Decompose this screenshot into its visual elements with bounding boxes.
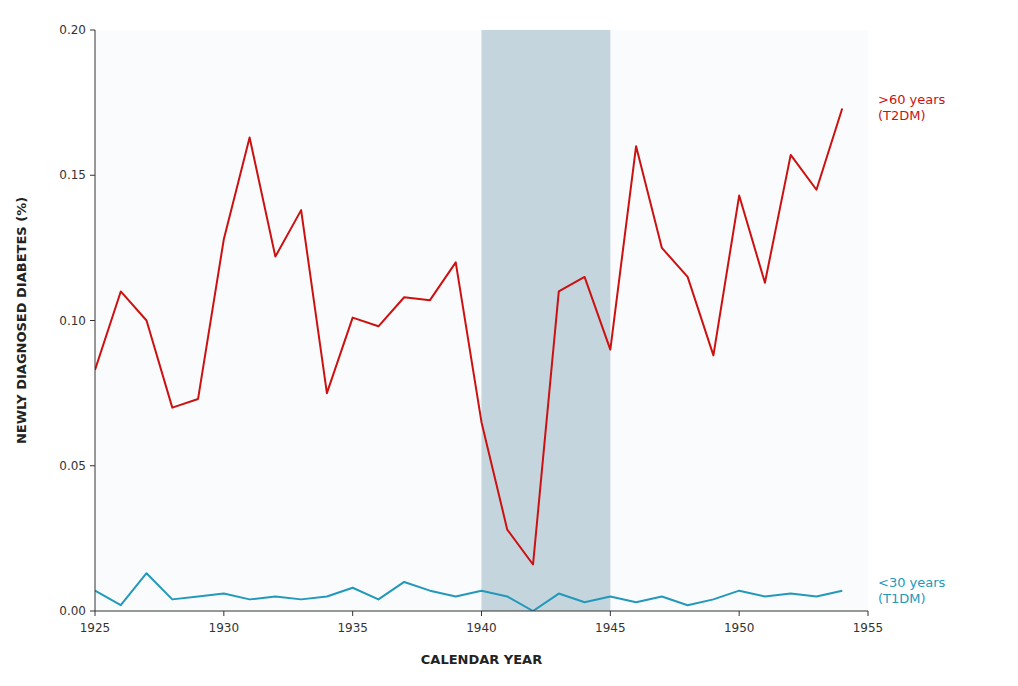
y-tick — [90, 320, 95, 321]
x-tick — [481, 611, 482, 616]
y-tick — [90, 175, 95, 176]
x-tick-label: 1930 — [209, 621, 240, 635]
plot-group — [95, 30, 842, 611]
y-tick — [90, 611, 95, 612]
y-axis-label: NEWLY DIAGNOSED DIABETES (%) — [14, 197, 29, 444]
x-tick — [868, 611, 869, 616]
y-tick-label: 0.00 — [59, 604, 86, 618]
axes: 1925 1930 1935 1940 1945 1950 1955 0.00 0.05 0.10… — [59, 23, 883, 635]
annotation-line: (T2DM) — [878, 108, 926, 123]
x-tick-label: 1950 — [724, 621, 755, 635]
annotation-line: >60 years — [878, 92, 946, 107]
series-annotation: <30 years(T1DM) — [878, 575, 946, 606]
x-tick — [610, 611, 611, 616]
x-axis-label: CALENDAR YEAR — [421, 652, 542, 667]
x-tick-label: 1940 — [466, 621, 497, 635]
series-line — [95, 108, 842, 564]
annotation-line: (T1DM) — [878, 591, 926, 606]
x-tick — [223, 611, 224, 616]
series-line — [95, 573, 842, 611]
x-tick-label: 1955 — [853, 621, 884, 635]
y-tick-label: 0.15 — [59, 168, 86, 182]
y-tick — [90, 30, 95, 31]
y-tick — [90, 465, 95, 466]
plot-area — [95, 30, 868, 611]
x-tick-label: 1945 — [595, 621, 626, 635]
x-tick — [739, 611, 740, 616]
x-tick-label: 1935 — [337, 621, 368, 635]
shaded-span — [482, 30, 611, 611]
x-tick — [352, 611, 353, 616]
y-tick-label: 0.05 — [59, 459, 86, 473]
x-tick-label: 1925 — [80, 621, 111, 635]
chart: 1925 1930 1935 1940 1945 1950 1955 0.00 0.05 0.10… — [0, 0, 1018, 686]
x-tick — [95, 611, 96, 616]
y-tick-label: 0.20 — [59, 23, 86, 37]
y-tick-label: 0.10 — [59, 314, 86, 328]
series-annotation: >60 years(T2DM) — [878, 92, 946, 123]
annotation-line: <30 years — [878, 575, 946, 590]
